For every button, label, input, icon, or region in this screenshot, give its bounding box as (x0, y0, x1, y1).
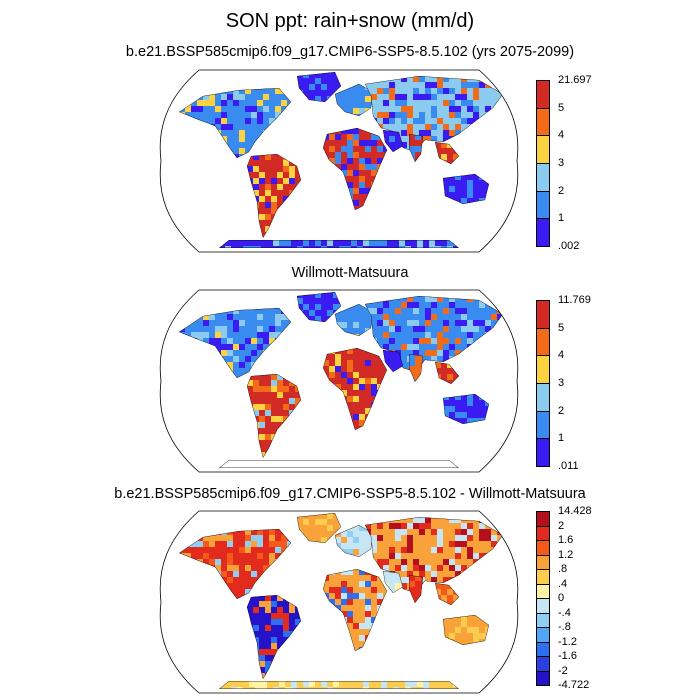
colorbar-swatch (536, 641, 550, 657)
colorbar-label: 3 (558, 377, 565, 389)
south-america-region (247, 374, 301, 458)
panel-3-title: b.e21.BSSP585cmip6.f09_g17.CMIP6-SSP5-8.… (114, 486, 586, 502)
colorbar-swatch (536, 410, 550, 440)
antarctica-region (219, 240, 459, 248)
north-america-region (179, 529, 291, 599)
colorbar-swatch (536, 80, 550, 109)
colorbar-swatch (536, 300, 550, 329)
africa-region (323, 128, 387, 210)
colorbar-label: 4 (558, 349, 565, 362)
africa-region (323, 569, 387, 651)
south-america-region (247, 154, 301, 238)
colorbar-label: 5 (558, 101, 565, 114)
colorbar-label: 2 (558, 184, 565, 197)
colorbar-label: .4 (558, 577, 568, 590)
colorbar-label: 4 (558, 129, 565, 142)
southeast-asia-region (435, 142, 459, 164)
colorbar-swatch (536, 554, 550, 570)
colorbar-swatch (536, 511, 550, 527)
colorbar-swatch (536, 135, 550, 164)
australia-region (443, 174, 489, 204)
map-outline (159, 510, 519, 694)
colorbar-swatch (536, 190, 550, 220)
colorbar-label: 1 (558, 212, 565, 225)
arabia-region (383, 130, 403, 152)
europe-region (335, 525, 373, 557)
colorbar-label: 1.6 (558, 534, 574, 546)
south-america-region (247, 595, 301, 679)
colorbar-label: 14.428 (558, 505, 592, 517)
colorbar-swatch (536, 327, 550, 357)
map-outline (159, 69, 519, 253)
north-america-region (179, 88, 291, 158)
southeast-asia-region (435, 583, 459, 605)
north-america-region (179, 308, 291, 378)
colorbar-label: 1 (558, 432, 565, 445)
map-panel-3 (159, 510, 519, 694)
colorbar-swatch (536, 438, 550, 467)
colorbar-label: -1.2 (558, 635, 577, 648)
colorbar-label: .011 (558, 460, 579, 472)
colorbar-swatch (536, 656, 550, 672)
colorbar-swatch (536, 107, 550, 137)
colorbar-label: 2 (558, 404, 565, 417)
colorbar-label: -.8 (558, 621, 571, 633)
colorbar-label: 1.2 (558, 548, 574, 561)
greenland-region (297, 513, 341, 543)
colorbar-swatch (536, 383, 550, 412)
southeast-asia-region (435, 362, 459, 384)
map-outline (159, 289, 519, 473)
colorbar-label: -2 (558, 664, 568, 677)
map-panel-2 (159, 289, 519, 473)
colorbar-swatch (536, 218, 550, 247)
colorbar-swatch (536, 627, 550, 643)
map-panel-1 (159, 69, 519, 253)
antarctica-region (219, 681, 459, 689)
colorbar-label: 0 (558, 592, 565, 604)
colorbar-label: 11.769 (558, 294, 591, 306)
colorbar-swatch (536, 670, 550, 686)
colorbar-swatch (536, 569, 550, 585)
colorbar-label: -1.6 (558, 650, 577, 662)
colorbar-label: .002 (558, 240, 580, 252)
panel-1-title: b.e21.BSSP585cmip6.f09_g17.CMIP6-SSP5-8.… (125, 44, 575, 60)
antarctica-region (219, 460, 459, 468)
colorbar-swatch (536, 583, 550, 599)
colorbar-label: 5 (558, 321, 565, 334)
colorbar-label: 2 (558, 519, 565, 532)
australia-region (443, 615, 489, 645)
colorbar-label: .8 (558, 563, 568, 575)
colorbar-label: 21.697 (558, 74, 592, 86)
colorbar-swatch (536, 525, 550, 541)
colorbar-label: -4.722 (558, 679, 590, 691)
panel-2-title: Willmott-Matsuura (291, 265, 409, 281)
colorbar-label: 3 (558, 157, 565, 169)
colorbar-swatch (536, 163, 550, 192)
colorbar-swatch (536, 540, 550, 556)
africa-region (323, 348, 387, 430)
colorbar-label: -.4 (558, 606, 571, 619)
australia-region (443, 394, 489, 424)
colorbar-swatch (536, 355, 550, 384)
colorbar-swatch (536, 598, 550, 614)
main-title: SON ppt: rain+snow (mm/d) (225, 10, 475, 32)
colorbar-swatch (536, 612, 550, 628)
